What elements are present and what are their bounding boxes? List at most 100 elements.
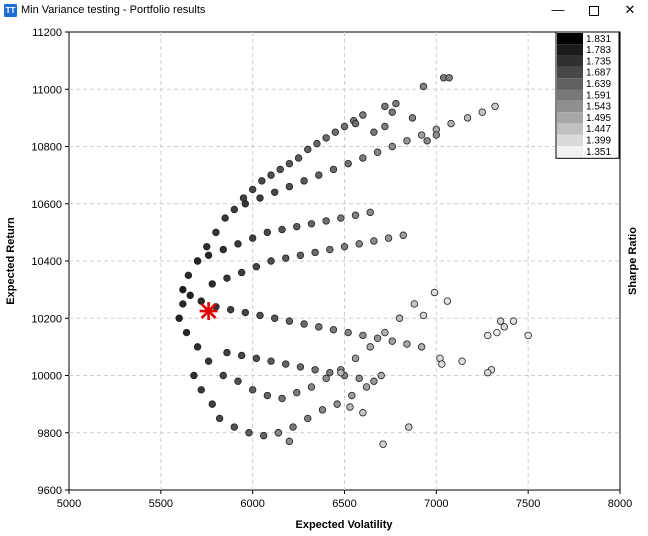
colorbar-swatch bbox=[557, 66, 583, 79]
highlight-stroke bbox=[200, 303, 217, 320]
close-button[interactable]: ✕ bbox=[612, 0, 648, 22]
scatter-point bbox=[204, 251, 213, 259]
colorbar-level-label: 1.687 bbox=[586, 68, 611, 79]
scatter-point bbox=[267, 171, 275, 179]
scatter-point bbox=[271, 314, 279, 322]
colorbar-swatch bbox=[557, 112, 583, 124]
scatter-point bbox=[484, 368, 492, 377]
scatter-point bbox=[248, 386, 257, 394]
scatter-point bbox=[223, 348, 231, 357]
scatter-point bbox=[230, 423, 238, 431]
scatter-point bbox=[370, 377, 378, 385]
colorbar-level-label: 1.495 bbox=[586, 113, 611, 124]
y-axis-label: Expected Return bbox=[5, 217, 17, 305]
scatter-point bbox=[524, 331, 532, 340]
scatter-point bbox=[419, 311, 428, 320]
scatter-point bbox=[204, 357, 213, 365]
scatter-point bbox=[293, 222, 301, 231]
scatter-point bbox=[329, 165, 338, 174]
colorbar-level-label: 1.543 bbox=[586, 102, 611, 113]
scatter-point bbox=[274, 429, 283, 437]
scatter-point bbox=[370, 237, 378, 245]
scatter-point bbox=[351, 119, 360, 128]
scatter-point bbox=[417, 131, 426, 139]
colorbar-swatch bbox=[557, 100, 583, 113]
scatter-point bbox=[491, 102, 499, 111]
scatter-point bbox=[359, 111, 367, 119]
scatter-point bbox=[344, 328, 352, 337]
scatter-point bbox=[370, 128, 378, 136]
scatter-point bbox=[282, 360, 290, 368]
scatter-point bbox=[337, 214, 345, 222]
scatter-point bbox=[294, 154, 303, 162]
scatter-point bbox=[318, 406, 327, 414]
scatter-point bbox=[311, 248, 319, 257]
colorbar-level-label: 1.351 bbox=[586, 147, 611, 158]
scatter-point bbox=[230, 205, 238, 214]
scatter-point bbox=[381, 102, 389, 111]
colorbar-swatch bbox=[557, 146, 583, 158]
scatter-point bbox=[359, 331, 367, 340]
maximize-button[interactable] bbox=[576, 0, 612, 22]
colorbar-level-label: 1.591 bbox=[586, 90, 611, 101]
scatter-point bbox=[478, 108, 486, 116]
scatter-point bbox=[256, 194, 264, 202]
x-tick-label: 7000 bbox=[424, 498, 448, 510]
scatter-point bbox=[359, 154, 367, 162]
scatter-point bbox=[333, 400, 341, 408]
scatter-point bbox=[193, 343, 202, 351]
scatter-point bbox=[322, 134, 330, 142]
scatter-points bbox=[175, 74, 532, 448]
scatter-point bbox=[237, 351, 246, 360]
x-tick-label: 7500 bbox=[516, 498, 540, 510]
colorbar: 1.8311.7831.7351.6871.6391.5911.5431.495… bbox=[555, 31, 620, 159]
scatter-point bbox=[276, 165, 284, 174]
title-bar[interactable]: TT Min Variance testing - Portfolio resu… bbox=[0, 0, 648, 22]
scatter-point bbox=[252, 263, 261, 271]
scatter-point bbox=[373, 334, 382, 342]
y-tick-label: 10800 bbox=[31, 142, 62, 154]
scatter-point bbox=[403, 340, 411, 348]
colorbar-swatch bbox=[557, 33, 583, 45]
y-tick-label: 11200 bbox=[32, 27, 62, 39]
scatter-point bbox=[463, 114, 472, 122]
scatter-point bbox=[219, 245, 227, 254]
y-tick-label: 10200 bbox=[31, 313, 62, 325]
minimize-button[interactable]: — bbox=[540, 0, 576, 22]
colorbar-level-label: 1.735 bbox=[586, 56, 611, 67]
scatter-point bbox=[322, 217, 330, 225]
scatter-point bbox=[379, 440, 387, 448]
x-tick-label: 6000 bbox=[240, 498, 264, 510]
scatter-point bbox=[175, 314, 183, 322]
scatter-point bbox=[258, 177, 266, 185]
scatter-point bbox=[384, 234, 393, 242]
y-tick-label: 9800 bbox=[38, 428, 62, 440]
maximize-icon bbox=[589, 5, 599, 16]
colorbar-swatch bbox=[557, 89, 583, 101]
y-tick-label: 10400 bbox=[31, 256, 62, 268]
tt-app-icon: TT bbox=[4, 4, 17, 17]
scatter-point bbox=[271, 188, 279, 196]
scatter-point bbox=[381, 328, 389, 337]
scatter-point bbox=[326, 245, 334, 254]
scatter-point bbox=[304, 414, 312, 423]
x-tick-label: 6500 bbox=[332, 498, 356, 510]
scatter-point bbox=[322, 374, 330, 383]
scatter-point bbox=[388, 142, 396, 151]
scatter-point bbox=[197, 297, 205, 305]
scatter-point bbox=[307, 220, 316, 228]
scatter-point bbox=[432, 131, 441, 139]
scatter-point bbox=[351, 354, 360, 363]
scatter-point bbox=[221, 214, 229, 222]
scatter-point bbox=[340, 122, 349, 131]
scatter-point bbox=[300, 177, 308, 185]
scatter-point bbox=[215, 414, 224, 423]
scatter-point bbox=[458, 357, 466, 365]
scatter-point bbox=[282, 254, 290, 262]
scatter-point bbox=[423, 137, 431, 145]
scatter-point bbox=[445, 74, 453, 82]
scatter-point bbox=[219, 371, 227, 380]
scatter-point bbox=[484, 331, 492, 340]
scatter-point bbox=[430, 288, 439, 297]
scatter-point bbox=[315, 323, 323, 331]
